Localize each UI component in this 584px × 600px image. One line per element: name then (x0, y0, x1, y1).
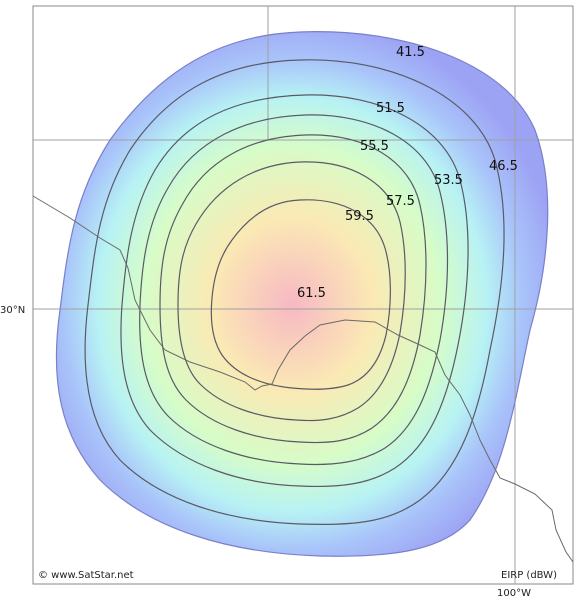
contour-label-46-5: 46.5 (489, 159, 518, 174)
contour-41-5 (55, 31, 549, 557)
border-line (32, 195, 574, 563)
contour-51-5 (120, 94, 469, 488)
contour-46-5 (84, 59, 505, 526)
graticule (33, 6, 573, 584)
contour-57-5 (177, 161, 406, 422)
contour-label-59-5: 59.5 (345, 209, 374, 224)
contour-label-55-5: 55.5 (360, 139, 389, 154)
contour-label-51-5: 51.5 (376, 101, 405, 116)
contour-55-5 (159, 134, 427, 444)
contour-label-57-5: 57.5 (386, 194, 415, 209)
contour-label-53-5: 53.5 (434, 173, 463, 188)
latitude-label: 30°N (0, 305, 25, 316)
contour-lines (55, 31, 549, 557)
coverage-area (56, 31, 548, 557)
contour-label-41-5: 41.5 (396, 45, 425, 60)
legend-unit: EIRP (dBW) (501, 570, 557, 581)
contour-59-5 (210, 199, 391, 390)
credit-text: © www.SatStar.net (38, 570, 134, 581)
longitude-label: 100°W (497, 588, 531, 599)
contour-53-5 (139, 114, 449, 466)
contour-label-61-5: 61.5 (297, 286, 326, 301)
contour-labels: 41.5 46.5 51.5 53.5 55.5 57.5 59.5 61.5 (297, 45, 518, 301)
